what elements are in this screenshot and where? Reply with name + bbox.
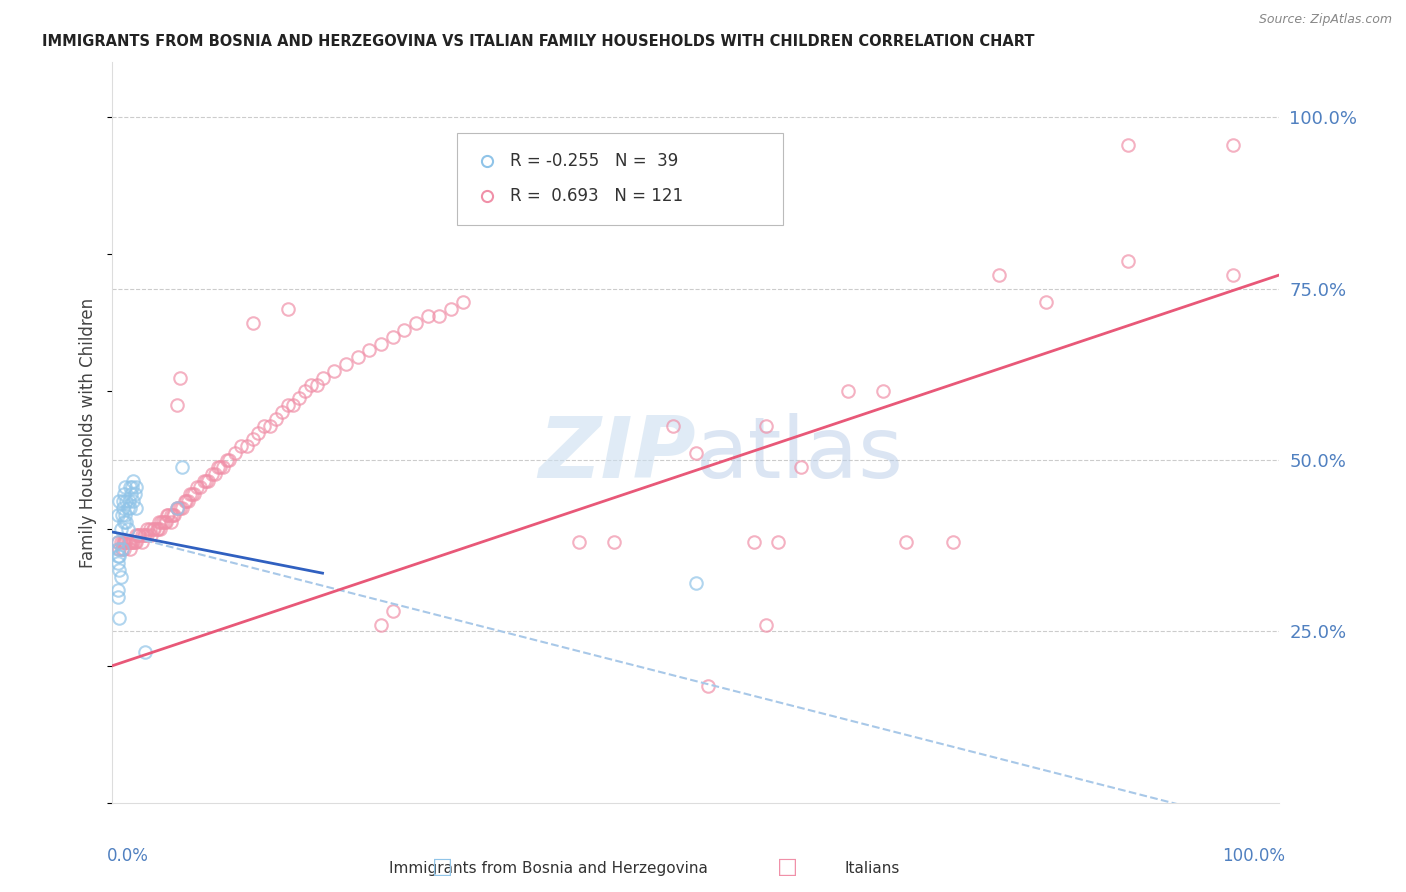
- Text: R = -0.255   N =  39: R = -0.255 N = 39: [510, 152, 679, 169]
- Text: Immigrants from Bosnia and Herzegovina: Immigrants from Bosnia and Herzegovina: [389, 861, 707, 876]
- Text: ZIP: ZIP: [538, 413, 696, 496]
- Text: R =  0.693   N = 121: R = 0.693 N = 121: [510, 186, 683, 204]
- Text: Source: ZipAtlas.com: Source: ZipAtlas.com: [1258, 13, 1392, 27]
- FancyBboxPatch shape: [457, 133, 783, 226]
- Text: □: □: [778, 857, 797, 877]
- Text: □: □: [433, 857, 453, 877]
- Text: Italians: Italians: [844, 861, 900, 876]
- Text: atlas: atlas: [696, 413, 904, 496]
- Text: 0.0%: 0.0%: [107, 847, 149, 865]
- Text: 100.0%: 100.0%: [1222, 847, 1285, 865]
- Y-axis label: Family Households with Children: Family Households with Children: [79, 298, 97, 567]
- Text: IMMIGRANTS FROM BOSNIA AND HERZEGOVINA VS ITALIAN FAMILY HOUSEHOLDS WITH CHILDRE: IMMIGRANTS FROM BOSNIA AND HERZEGOVINA V…: [42, 34, 1035, 49]
